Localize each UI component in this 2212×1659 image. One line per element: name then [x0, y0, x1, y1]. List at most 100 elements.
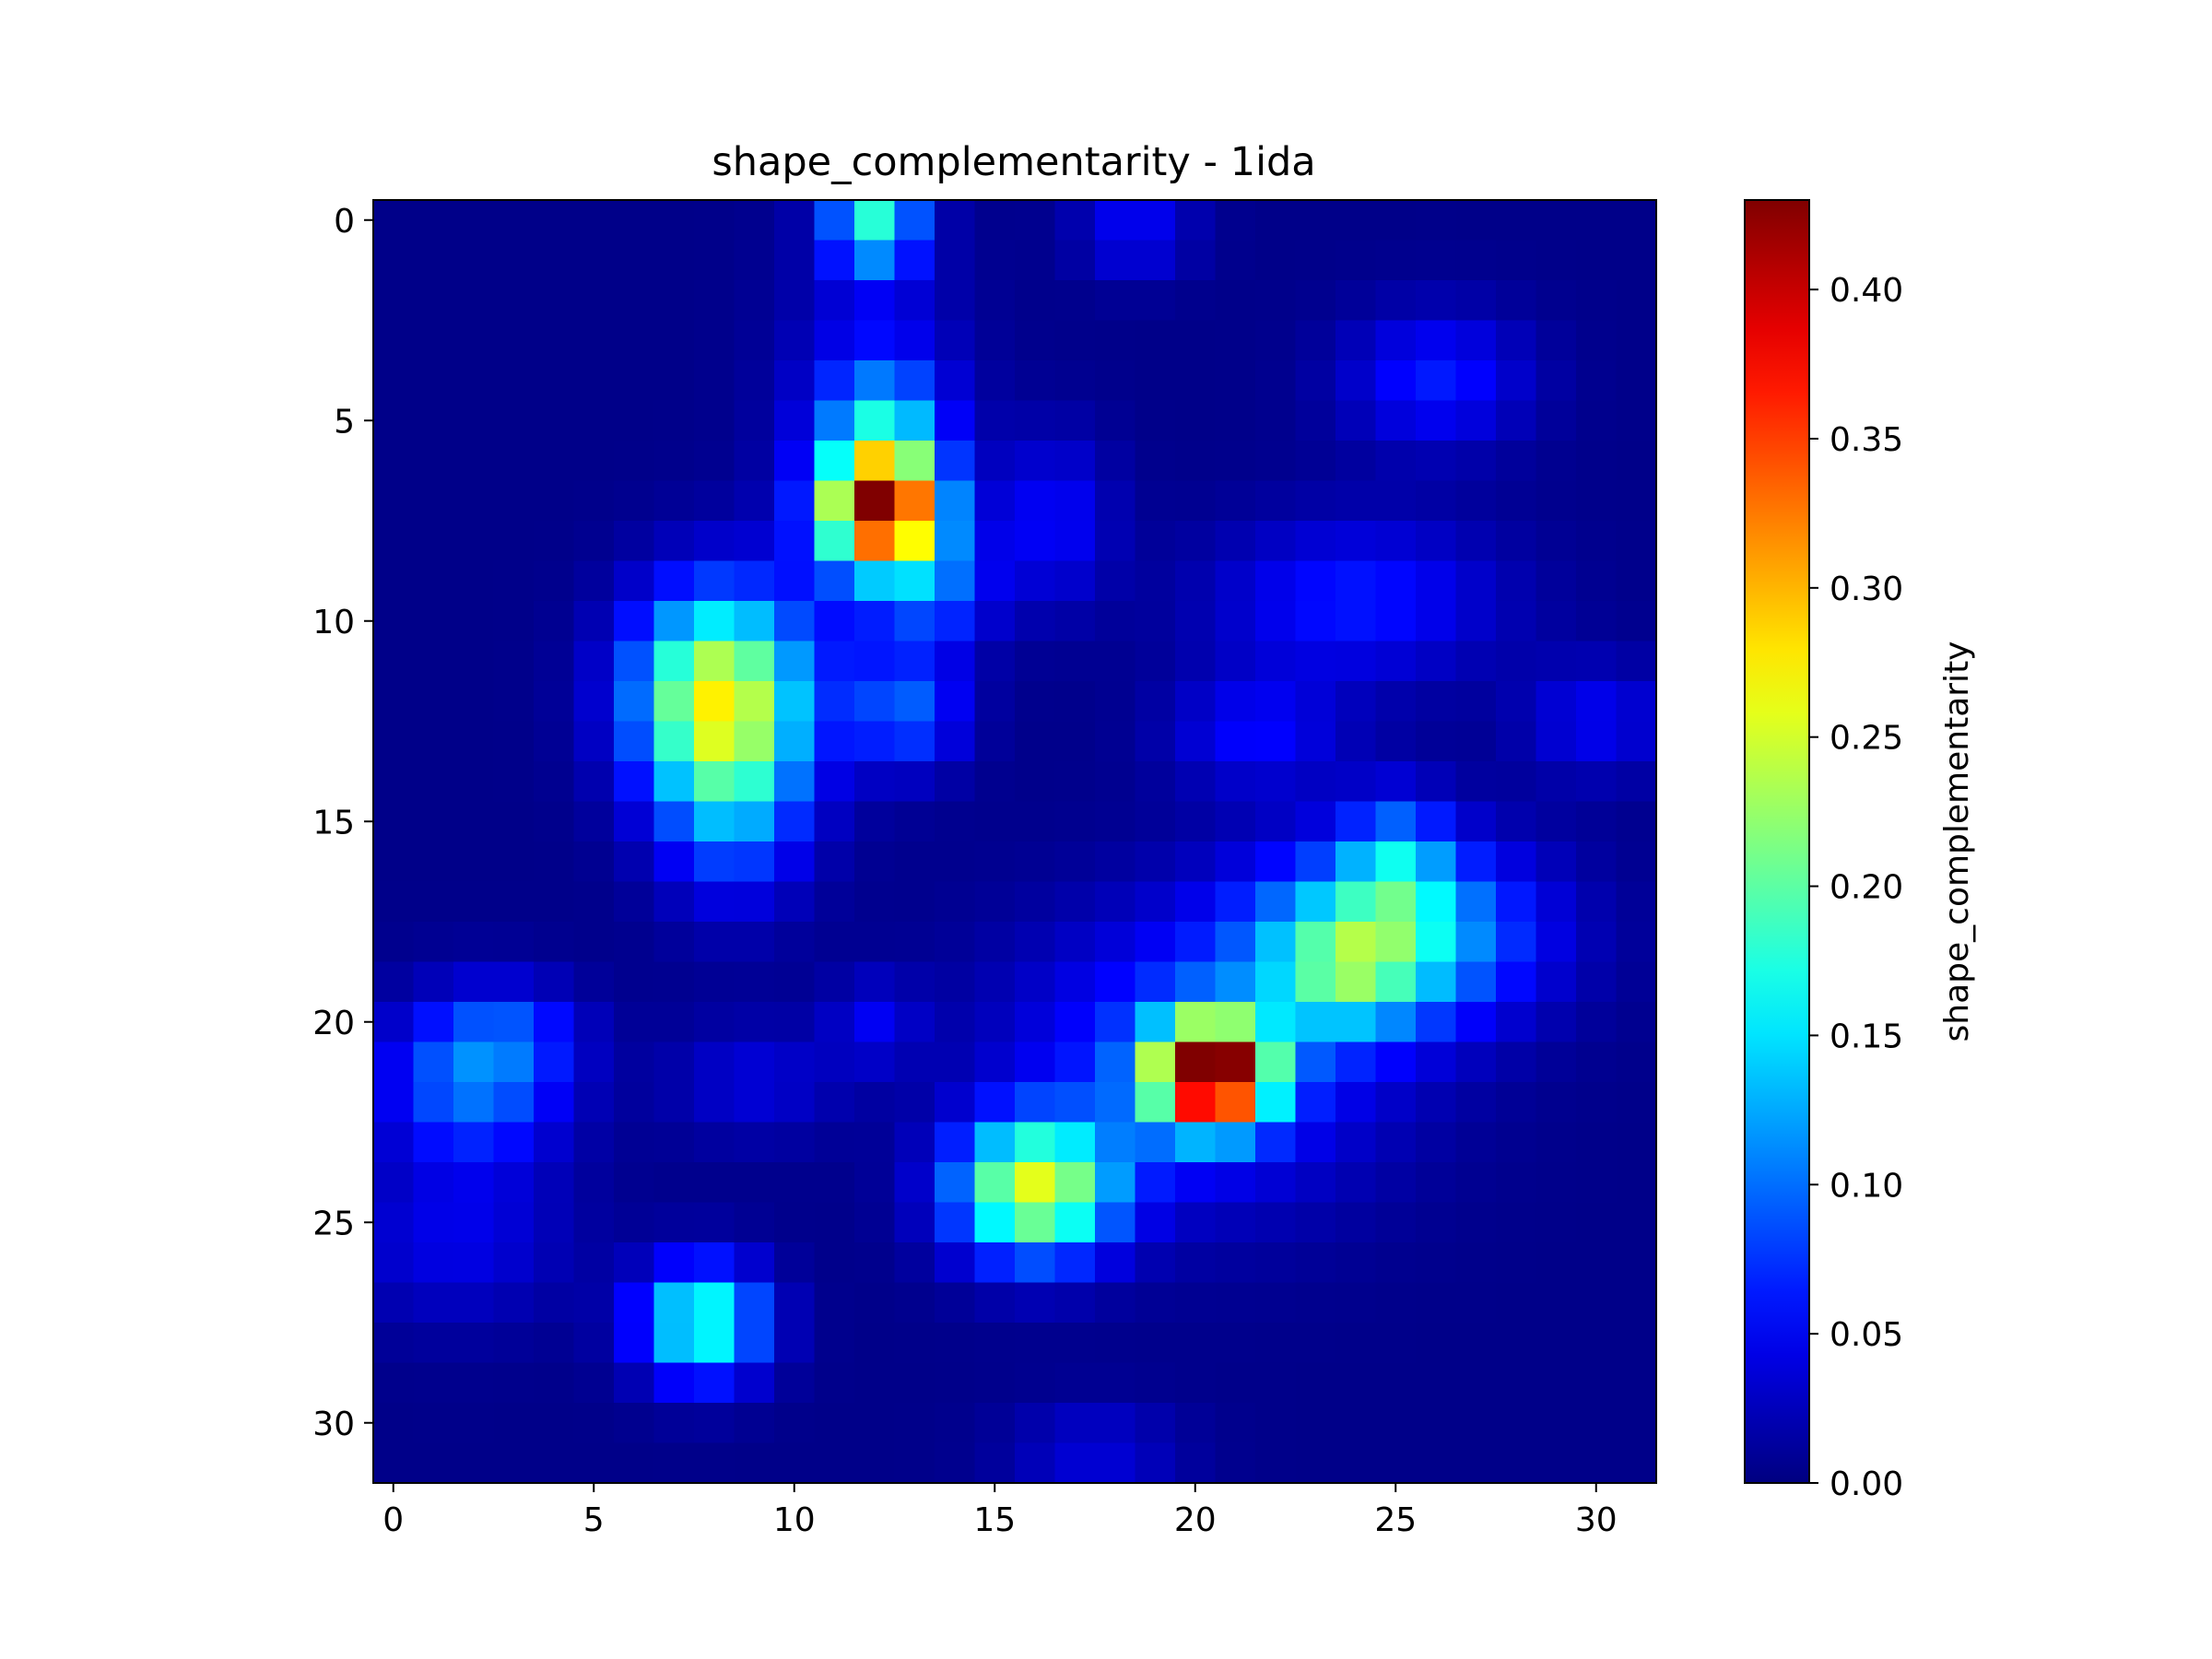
heatmap-cell [1054, 1403, 1096, 1444]
y-tick-label: 20 [312, 1005, 355, 1042]
heatmap-cell [734, 441, 775, 482]
heatmap-cell [974, 641, 1016, 682]
heatmap-cell [453, 480, 495, 522]
heatmap-cell [614, 441, 655, 482]
heatmap-cell [1175, 1282, 1217, 1324]
heatmap-cell [1576, 1202, 1618, 1243]
heatmap-cell [573, 1362, 615, 1404]
heatmap-cell [894, 1242, 935, 1284]
heatmap-cell [1416, 922, 1457, 963]
heatmap-cell [1616, 1122, 1657, 1163]
heatmap-cell [854, 360, 896, 402]
x-tick-label: 30 [1575, 1501, 1618, 1539]
heatmap-cell [974, 280, 1016, 322]
heatmap-cell [653, 200, 695, 241]
heatmap-cell [1295, 560, 1336, 602]
heatmap-cell [1095, 521, 1136, 562]
heatmap-cell [413, 1362, 454, 1404]
heatmap-cell [573, 480, 615, 522]
heatmap-cell [854, 521, 896, 562]
heatmap-cell [1576, 841, 1618, 883]
heatmap-cell [1095, 1242, 1136, 1284]
heatmap-cell [854, 240, 896, 281]
heatmap-cell [774, 1202, 816, 1243]
heatmap-cell [573, 681, 615, 723]
heatmap-cell [653, 841, 695, 883]
heatmap-cell [1375, 441, 1417, 482]
heatmap-cell [534, 360, 575, 402]
heatmap-cell [1375, 1122, 1417, 1163]
heatmap-cell [1095, 200, 1136, 241]
heatmap-cell [1416, 400, 1457, 441]
heatmap-cell [1616, 1202, 1657, 1243]
heatmap-cell [453, 601, 495, 642]
heatmap-cell [1255, 1041, 1297, 1083]
heatmap-cell [814, 560, 855, 602]
heatmap-cell [614, 1282, 655, 1324]
heatmap-cell [1295, 681, 1336, 723]
heatmap-cell [1576, 881, 1618, 923]
heatmap-cell [1054, 881, 1096, 923]
heatmap-cell [1054, 1323, 1096, 1364]
heatmap-cell [573, 761, 615, 803]
heatmap-cell [573, 641, 615, 682]
heatmap-cell [373, 721, 415, 762]
heatmap-cell [774, 961, 816, 1003]
heatmap-cell [614, 641, 655, 682]
heatmap-cell [1416, 200, 1457, 241]
heatmap-cell [1375, 200, 1417, 241]
heatmap-cell [1255, 721, 1297, 762]
heatmap-cell [413, 240, 454, 281]
heatmap-cell [373, 881, 415, 923]
heatmap-cell [534, 400, 575, 441]
heatmap-cell [1335, 441, 1377, 482]
heatmap-cell [653, 1323, 695, 1364]
heatmap-cell [1135, 560, 1176, 602]
y-tick-label: 10 [312, 604, 355, 641]
heatmap-cell [1175, 961, 1217, 1003]
heatmap-cell [1496, 280, 1537, 322]
heatmap-cell [814, 961, 855, 1003]
heatmap-cell [974, 320, 1016, 361]
heatmap-cell [453, 1442, 495, 1484]
heatmap-cell [1335, 1002, 1377, 1043]
heatmap-cell [854, 1403, 896, 1444]
heatmap-cell [774, 681, 816, 723]
heatmap-cell [1335, 521, 1377, 562]
heatmap-cell [1375, 1282, 1417, 1324]
heatmap-cell [493, 1323, 535, 1364]
heatmap-cell [1496, 1041, 1537, 1083]
heatmap-cell [1095, 400, 1136, 441]
heatmap-cell [373, 641, 415, 682]
heatmap-cell [1255, 761, 1297, 803]
heatmap-cell [894, 400, 935, 441]
heatmap-cell [894, 240, 935, 281]
heatmap-cell [1295, 1041, 1336, 1083]
heatmap-cell [1375, 801, 1417, 842]
heatmap-cell [1335, 320, 1377, 361]
heatmap-cell [573, 521, 615, 562]
heatmap-cell [1455, 240, 1497, 281]
heatmap-cell [1576, 360, 1618, 402]
heatmap-cell [534, 441, 575, 482]
heatmap-cell [1054, 200, 1096, 241]
heatmap-cell [1215, 560, 1256, 602]
heatmap-cell [1335, 1282, 1377, 1324]
heatmap-cell [653, 641, 695, 682]
heatmap-cell [1015, 1362, 1056, 1404]
heatmap-cell [1375, 601, 1417, 642]
heatmap-cell [1416, 1323, 1457, 1364]
heatmap-cell [1175, 641, 1217, 682]
heatmap-cell [1576, 480, 1618, 522]
heatmap-cell [774, 841, 816, 883]
heatmap-cell [814, 1362, 855, 1404]
heatmap-cell [1496, 1282, 1537, 1324]
heatmap-cell [573, 1242, 615, 1284]
heatmap-cell [814, 601, 855, 642]
heatmap-cell [1416, 1242, 1457, 1284]
heatmap-cell [1054, 801, 1096, 842]
heatmap-cell [413, 761, 454, 803]
heatmap-cell [1576, 441, 1618, 482]
heatmap-cell [1175, 1202, 1217, 1243]
heatmap-cell [1255, 200, 1297, 241]
